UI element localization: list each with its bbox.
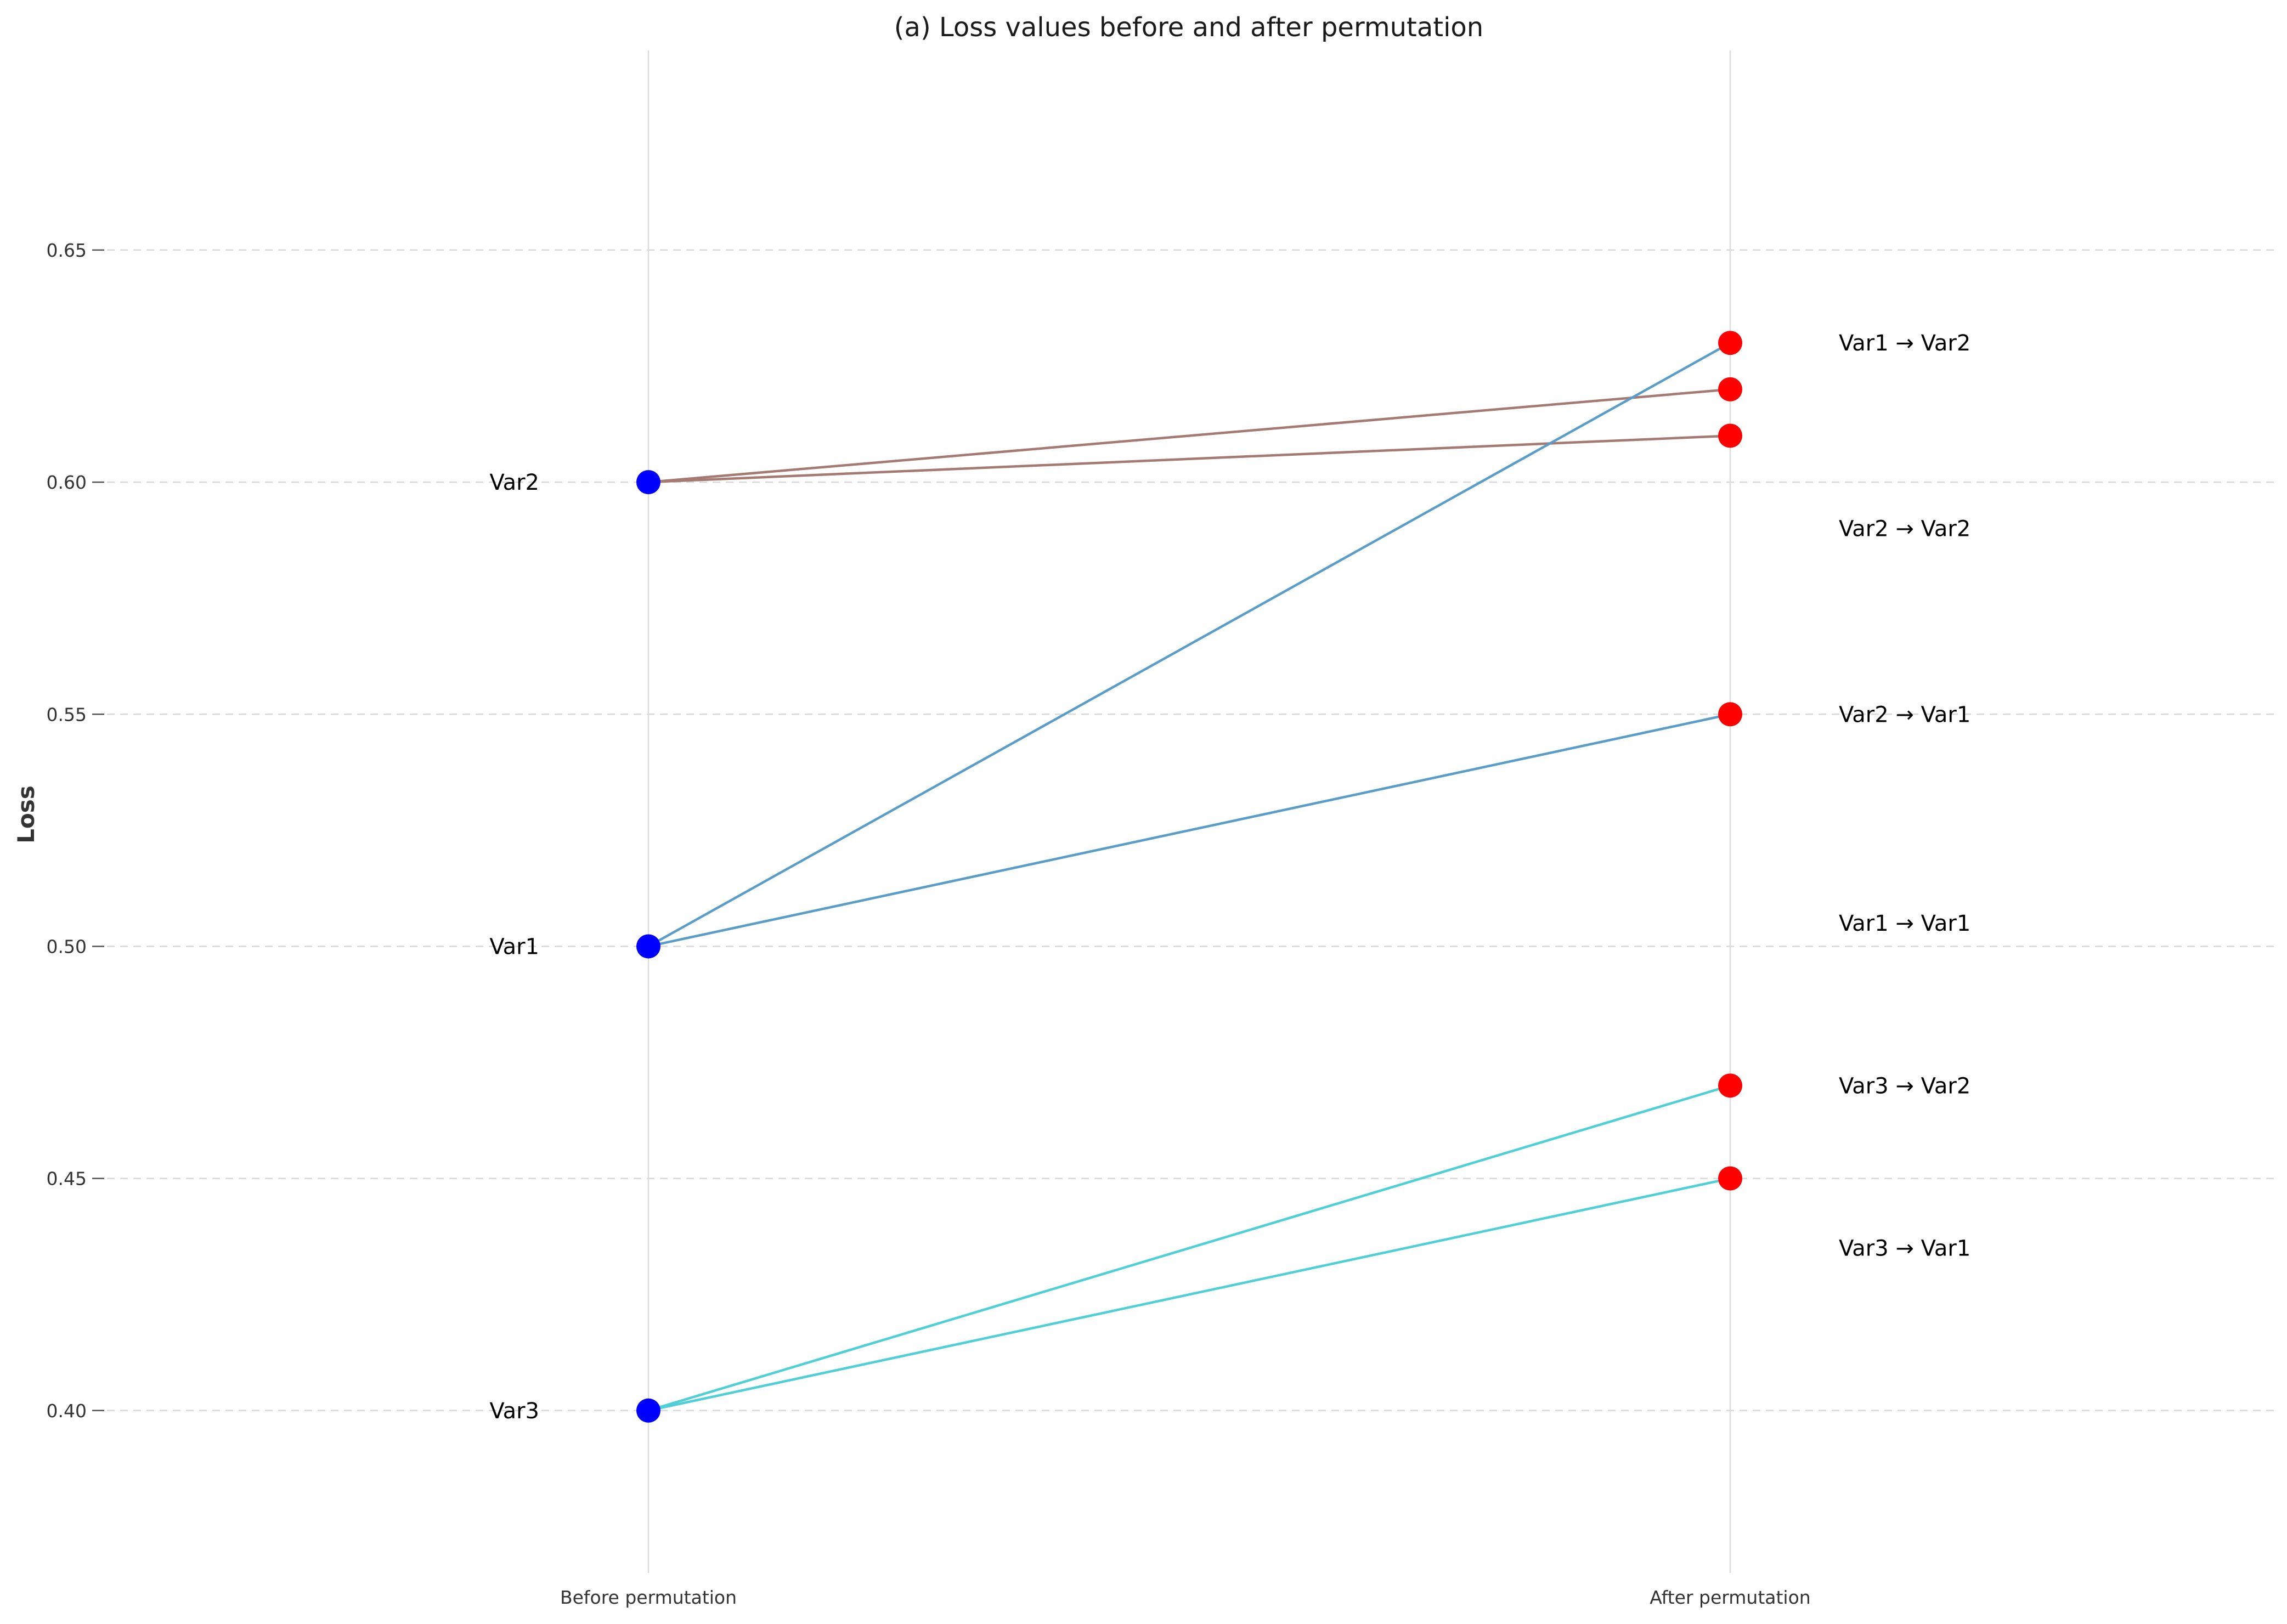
after-label: Var2 → Var1	[1839, 702, 1970, 727]
after-marker	[1718, 377, 1742, 401]
markers	[636, 331, 1742, 1423]
after-label: Var2 → Var2	[1839, 517, 1970, 542]
grid-layer	[107, 249, 2274, 1412]
x-tick-label: After permutation	[1650, 1587, 1810, 1608]
after-label: Var3 → Var2	[1839, 1073, 1970, 1099]
connection-line	[647, 1084, 1732, 1412]
after-marker	[1718, 702, 1742, 727]
before-label: Var2	[489, 470, 539, 495]
connection-line	[647, 388, 1732, 484]
connection-line	[647, 434, 1732, 484]
y-tick-labels: 0.40 0.45 0.50 0.55 0.60 0.65	[47, 240, 104, 1422]
before-marker	[636, 934, 660, 959]
y-tick-label: 0.65	[47, 240, 87, 261]
before-label: Var3	[489, 1399, 539, 1424]
y-tick-label: 0.55	[47, 704, 87, 725]
category-lines	[647, 50, 1731, 1573]
y-tick-label: 0.40	[47, 1400, 87, 1422]
connection-line	[647, 1177, 1732, 1412]
after-marker	[1718, 1166, 1742, 1191]
after-marker	[1718, 331, 1742, 355]
before-label: Var1	[489, 934, 539, 959]
point-labels: Var2 Var1 Var3 Var1 → Var2 Var2 → Var2 Var2 →…	[489, 331, 1970, 1424]
y-tick-label: 0.45	[47, 1168, 87, 1190]
after-label: Var3 → Var1	[1839, 1236, 1970, 1261]
after-label: Var1 → Var2	[1839, 331, 1970, 356]
connection-lines	[647, 341, 1732, 1412]
x-tick-labels: Before permutation After permutation	[560, 1587, 1811, 1608]
after-label: Var1 → Var1	[1839, 911, 1970, 936]
x-tick-label: Before permutation	[560, 1587, 737, 1608]
y-axis-label: Loss	[13, 785, 39, 844]
y-tick-label: 0.50	[47, 936, 87, 957]
chart-title: (a) Loss values before and after permuta…	[894, 12, 1483, 43]
before-marker	[636, 470, 660, 495]
y-tick-label: 0.60	[47, 472, 87, 493]
after-marker	[1718, 423, 1742, 448]
before-marker	[636, 1398, 660, 1423]
connection-line	[647, 713, 1732, 948]
after-marker	[1718, 1073, 1742, 1098]
connection-line	[647, 341, 1732, 948]
